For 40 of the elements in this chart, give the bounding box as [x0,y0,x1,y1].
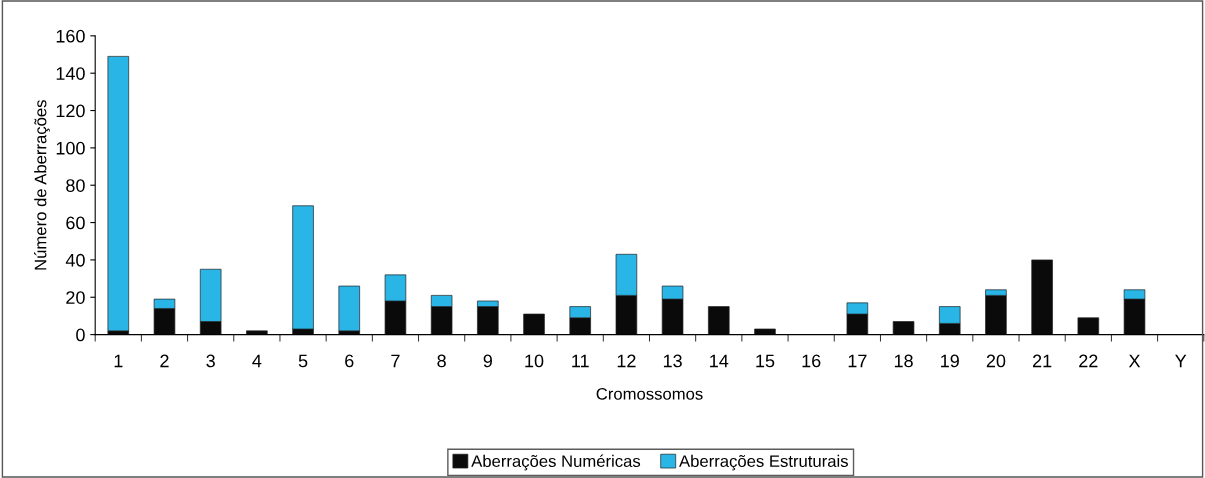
x-tick-label: 10 [525,354,544,368]
x-tick-label: 22 [1079,354,1098,368]
y-tick-label: 120 [56,104,85,118]
x-tick-label: 17 [848,354,867,368]
x-tick-label: 13 [663,354,682,368]
x-tick-label: 21 [1032,354,1052,368]
x-tick-label: 1 [114,354,123,368]
x-tick-label: 5 [298,354,308,368]
y-tick-label: 0 [76,328,85,342]
y-tick-label: 160 [56,29,85,43]
x-tick-label: 11 [572,354,589,368]
y-tick-label: 40 [65,253,85,267]
x-tick-label: 19 [941,354,959,368]
x-tick-label: 18 [894,354,913,368]
x-axis-title: Cromossomos [596,387,703,400]
x-tick-label: 4 [252,354,262,368]
legend-label: Aberrações Estruturais [679,454,848,471]
x-tick-label: 2 [160,354,169,368]
x-tick-label: X [1128,354,1141,368]
y-tick-label: 60 [66,216,85,230]
x-tick-label: 12 [617,354,636,368]
y-axis-title: Número de Aberrações [33,100,50,270]
x-tick-label: 20 [986,354,1006,368]
x-tick-label: 14 [710,354,729,368]
bar [292,205,314,330]
x-tick-label: 6 [345,354,354,368]
x-tick-label: 9 [483,354,492,368]
y-tick-label: 20 [66,291,85,304]
bar [338,285,360,332]
y-tick-label: 100 [56,141,85,155]
x-tick-label: Y [1175,354,1187,368]
x-tick-label: 7 [391,354,400,368]
x-tick-label: 8 [437,354,446,368]
y-tick-label: 140 [56,67,85,80]
legend-label: Aberrações Numéricas [471,454,641,471]
bar [107,56,130,332]
y-tick-label: 80 [66,179,85,192]
x-tick-label: 15 [756,354,775,368]
x-tick-label: 16 [802,354,821,368]
x-tick-label: 3 [206,354,215,368]
